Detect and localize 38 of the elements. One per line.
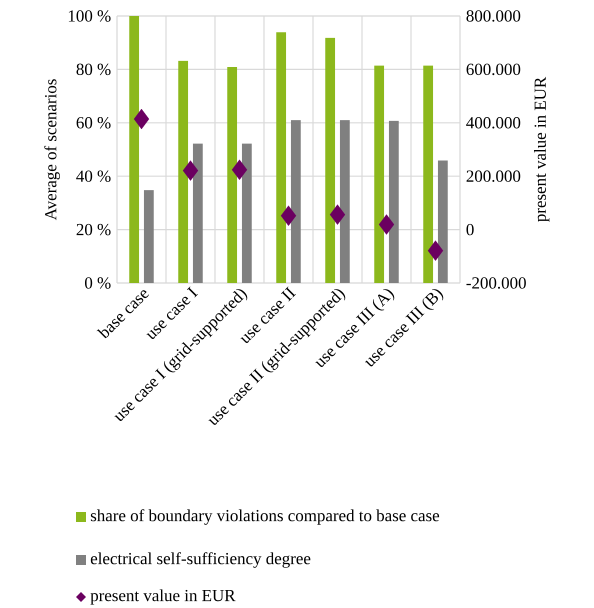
bar [325, 38, 336, 283]
bar [192, 144, 203, 283]
y2-tick-label: 200.000 [466, 170, 520, 182]
y-tick-label: 0 % [84, 277, 111, 289]
y2-tick-label: 400.000 [466, 117, 520, 129]
bar [340, 120, 350, 283]
y-tick-label: 60 % [76, 117, 111, 129]
bar [144, 190, 154, 283]
point [330, 204, 346, 225]
y2-tick-label: 0 [466, 224, 474, 236]
y-tick-label: 80 % [76, 64, 111, 76]
point [428, 240, 444, 261]
point [232, 160, 248, 180]
y-tick-label: 20 % [76, 224, 111, 236]
y2-tick-label: 600.000 [466, 64, 520, 76]
legend-label: electrical self-sufficiency degree [90, 552, 310, 568]
bar [423, 66, 434, 283]
bar [178, 60, 188, 283]
point [134, 108, 150, 130]
point [378, 214, 394, 235]
y-axis-title: Average of scenarios [44, 79, 60, 220]
point [280, 206, 296, 226]
bar [374, 66, 384, 283]
legend-label: share of boundary violations compared to base case [90, 509, 440, 525]
bar [438, 160, 448, 283]
bar [276, 32, 286, 283]
point [182, 160, 198, 181]
bar [242, 144, 252, 283]
y-tick-label: 40 % [76, 170, 111, 182]
y2-axis-title: present value in EUR [534, 76, 550, 222]
y2-tick-label: -200.000 [466, 277, 526, 289]
y2-tick-label: 800.000 [466, 10, 520, 22]
bar [227, 66, 238, 283]
bar [388, 120, 399, 283]
bar [129, 16, 140, 283]
y-tick-label: 100 % [68, 10, 111, 22]
legend-label: present value in EUR [90, 589, 236, 605]
bar [290, 120, 301, 283]
